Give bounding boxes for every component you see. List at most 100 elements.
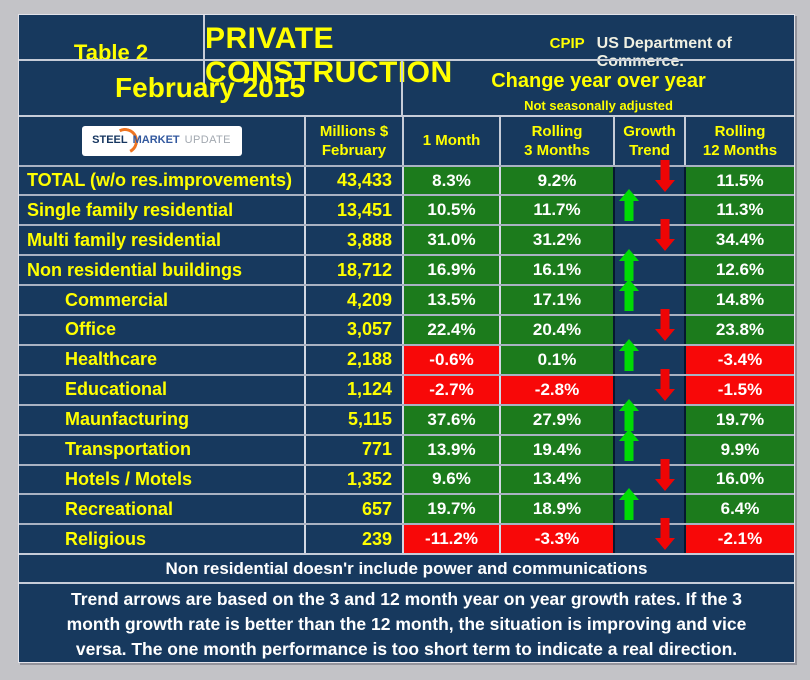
cpip-label: CPIP [549, 35, 585, 52]
down-arrow-icon [655, 309, 675, 342]
up-arrow-icon [619, 279, 639, 312]
row-millions: 4,209 [304, 286, 402, 315]
row-rolling12-value: 16.0% [684, 465, 794, 494]
row-1month-value: 8.3% [402, 166, 499, 195]
row-1month-value: -2.7% [402, 375, 499, 404]
table-row: Non residential buildings 18,712 16.9% 1… [19, 249, 794, 285]
row-millions: 771 [304, 435, 402, 464]
row-label: Multi family residential [27, 229, 222, 250]
table-row: Recreational 657 19.7% 18.9% 6.4% [19, 488, 794, 524]
row-millions: 657 [304, 495, 402, 524]
row-rolling3-value: 11.7% [499, 196, 613, 225]
row-rolling3-value: 9.2% [499, 166, 613, 195]
table-row: Healthcare 2,188 -0.6% 0.1% -3.4% [19, 338, 794, 374]
row-rolling12-value: 12.6% [684, 256, 794, 285]
row-growth-trend-cell [613, 219, 684, 255]
row-label: Non residential buildings [27, 259, 243, 280]
row-rolling3-value: 31.2% [499, 226, 613, 255]
up-arrow-icon [619, 249, 639, 282]
down-arrow-icon [655, 368, 675, 401]
up-arrow-icon [619, 488, 639, 521]
up-arrow-icon [619, 189, 639, 222]
row-label: Hotels / Motels [65, 468, 193, 489]
table-row: TOTAL (w/o res.improvements) 43,433 8.3%… [19, 159, 794, 195]
row-millions: 2,188 [304, 345, 402, 374]
col-header-rolling12: Rolling 12 Months [684, 116, 794, 165]
row-growth-trend-cell [613, 398, 684, 434]
down-arrow-icon [655, 518, 675, 551]
row-rolling12-value: 23.8% [684, 316, 794, 344]
row-millions: 5,115 [304, 405, 402, 434]
table-row: Educational 1,124 -2.7% -2.8% -1.5% [19, 368, 794, 404]
row-rolling3-value: -2.8% [499, 375, 613, 404]
title-cell: PRIVATE CONSTRUCTION CPIP US Department … [205, 15, 794, 90]
row-millions: 43,433 [304, 166, 402, 195]
footnote-paragraph: Trend arrows are based on the 3 and 12 m… [19, 582, 794, 662]
row-rolling12-value: -2.1% [684, 525, 794, 554]
row-rolling12-value: -3.4% [684, 345, 794, 374]
row-1month-value: 31.0% [402, 226, 499, 255]
table-row: Single family residential 13,451 10.5% 1… [19, 189, 794, 225]
row-label: Recreational [65, 498, 174, 519]
row-rolling3-value: 13.4% [499, 465, 613, 494]
row-growth-trend-cell [613, 249, 684, 285]
row-label: Single family residential [27, 199, 234, 220]
row-label: Religious [65, 528, 147, 549]
row-rolling3-value: 16.1% [499, 256, 613, 285]
row-growth-trend-cell [613, 518, 684, 554]
row-millions: 239 [304, 525, 402, 554]
row-rolling3-value: 0.1% [499, 345, 613, 374]
col-header-1month: 1 Month [402, 116, 499, 165]
row-rolling3-value: 20.4% [499, 316, 613, 344]
row-millions: 3,888 [304, 226, 402, 255]
logo-cell: STEEL MARKET UPDATE [19, 117, 304, 165]
row-growth-trend-cell [613, 338, 684, 374]
row-millions: 18,712 [304, 256, 402, 285]
row-millions: 3,057 [304, 316, 402, 344]
row-1month-value: 37.6% [402, 405, 499, 434]
row-1month-value: 13.9% [402, 435, 499, 464]
down-arrow-icon [655, 159, 675, 192]
table-row: Multi family residential 3,888 31.0% 31.… [19, 219, 794, 255]
row-growth-trend-cell [613, 368, 684, 404]
row-rolling12-value: 19.7% [684, 405, 794, 434]
row-1month-value: 19.7% [402, 495, 499, 524]
change-header-cell: Change year over year Not seasonally adj… [403, 61, 794, 115]
row-growth-trend-cell [613, 458, 684, 494]
row-1month-value: 9.6% [402, 465, 499, 494]
logo-text-steel: STEEL [92, 134, 128, 147]
table-row: Transportation 771 13.9% 19.4% 9.9% [19, 428, 794, 464]
row-1month-value: -11.2% [402, 525, 499, 554]
up-arrow-icon [619, 398, 639, 431]
row-millions: 1,124 [304, 375, 402, 404]
row-rolling3-value: -3.3% [499, 525, 613, 554]
column-header-row: STEEL MARKET UPDATE Millions $ February … [19, 114, 794, 165]
seasonal-note: Not seasonally adjusted [524, 97, 673, 113]
row-rolling3-value: 19.4% [499, 435, 613, 464]
steel-market-update-logo: STEEL MARKET UPDATE [81, 124, 242, 158]
row-rolling12-value: -1.5% [684, 375, 794, 404]
row-rolling12-value: 9.9% [684, 435, 794, 464]
row-rolling3-value: 27.9% [499, 405, 613, 434]
title-row: Table 2 PRIVATE CONSTRUCTION CPIP US Dep… [19, 15, 794, 90]
down-arrow-icon [655, 458, 675, 491]
row-1month-value: -0.6% [402, 345, 499, 374]
agency-label: US Department of Commerce. [596, 35, 732, 70]
table-row: Office 3,057 22.4% 20.4% 23.8% [19, 309, 794, 344]
row-growth-trend-cell [613, 488, 684, 524]
table-row: Maunfacturing 5,115 37.6% 27.9% 19.7% [19, 398, 794, 434]
col-header-growth: Growth Trend [613, 116, 684, 165]
row-label: Commercial [65, 289, 169, 310]
up-arrow-icon [619, 428, 639, 461]
row-1month-value: 13.5% [402, 286, 499, 315]
table-row: Religious 239 -11.2% -3.3% -2.1% [19, 518, 794, 554]
row-rolling12-value: 11.5% [684, 166, 794, 195]
row-growth-trend-cell [613, 428, 684, 464]
row-millions: 1,352 [304, 465, 402, 494]
row-growth-trend-cell [613, 189, 684, 225]
row-label: Healthcare [65, 349, 158, 370]
row-1month-value: 16.9% [402, 256, 499, 285]
table-row: Commercial 4,209 13.5% 17.1% 14.8% [19, 279, 794, 315]
row-rolling3-value: 18.9% [499, 495, 613, 524]
row-1month-value: 10.5% [402, 196, 499, 225]
